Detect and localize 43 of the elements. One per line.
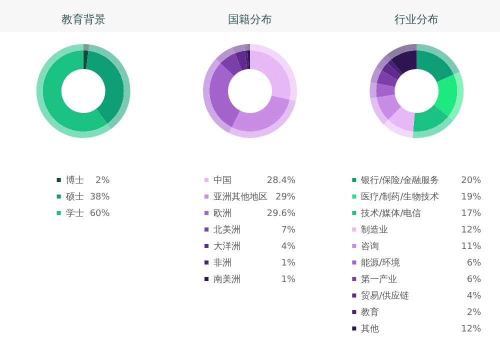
data-label: 6%: [466, 275, 482, 285]
legend-label: 北美洲: [214, 224, 240, 236]
data-label: 1%: [281, 275, 296, 285]
data-label: 28.4%: [266, 176, 296, 186]
chart-title: 国籍分布: [228, 13, 272, 26]
legend-label: 博士: [66, 175, 84, 186]
legend-label: 硕士: [64, 192, 84, 202]
data-label: 11%: [461, 242, 482, 252]
legend-label: 大洋洲: [214, 241, 240, 252]
legend-label: 贸易/供应链: [361, 290, 410, 302]
chart-title: 教育背景: [61, 13, 106, 26]
data-label: 12%: [461, 226, 482, 236]
data-label: 1%: [281, 258, 296, 268]
data-label: 29%: [275, 192, 296, 202]
data-label: 2%: [466, 308, 482, 318]
legend-label: 欧洲: [214, 208, 232, 219]
data-label: 38%: [90, 192, 110, 202]
legend-label: 非洲: [214, 258, 232, 268]
data-label: 60%: [90, 209, 110, 219]
legend-label: 中国: [214, 175, 232, 186]
data-label: 4%: [281, 242, 296, 252]
data-label: 20%: [461, 176, 482, 186]
legend-label: 南美洲: [214, 274, 240, 285]
legend-label: 医疗/制药/生物技术: [361, 192, 440, 202]
legend-label: 第一产业: [361, 274, 398, 285]
data-label: 19%: [461, 192, 482, 202]
legend-label: 亚洲其他地区: [214, 192, 268, 202]
legend-label: 能源/环境: [361, 258, 400, 268]
data-label: 29.6%: [266, 209, 296, 219]
data-label: 17%: [461, 209, 482, 219]
legend-label: 制造业: [361, 224, 388, 236]
legend-label: 其他: [361, 324, 380, 334]
legend-label: 咨询: [361, 241, 380, 252]
legend-label: 学士: [66, 208, 84, 219]
data-label: 7%: [281, 226, 296, 236]
data-label: 6%: [466, 258, 482, 268]
legend-label: 教育: [361, 307, 380, 318]
legend-label: 技术/媒体/电信: [360, 208, 422, 219]
data-label: 12%: [461, 324, 482, 334]
data-label: 2%: [96, 176, 110, 186]
data-label: 4%: [466, 292, 482, 302]
legend-label: 银行/保险/金融服务: [360, 175, 440, 186]
chart-title: 行业分布: [394, 13, 439, 26]
